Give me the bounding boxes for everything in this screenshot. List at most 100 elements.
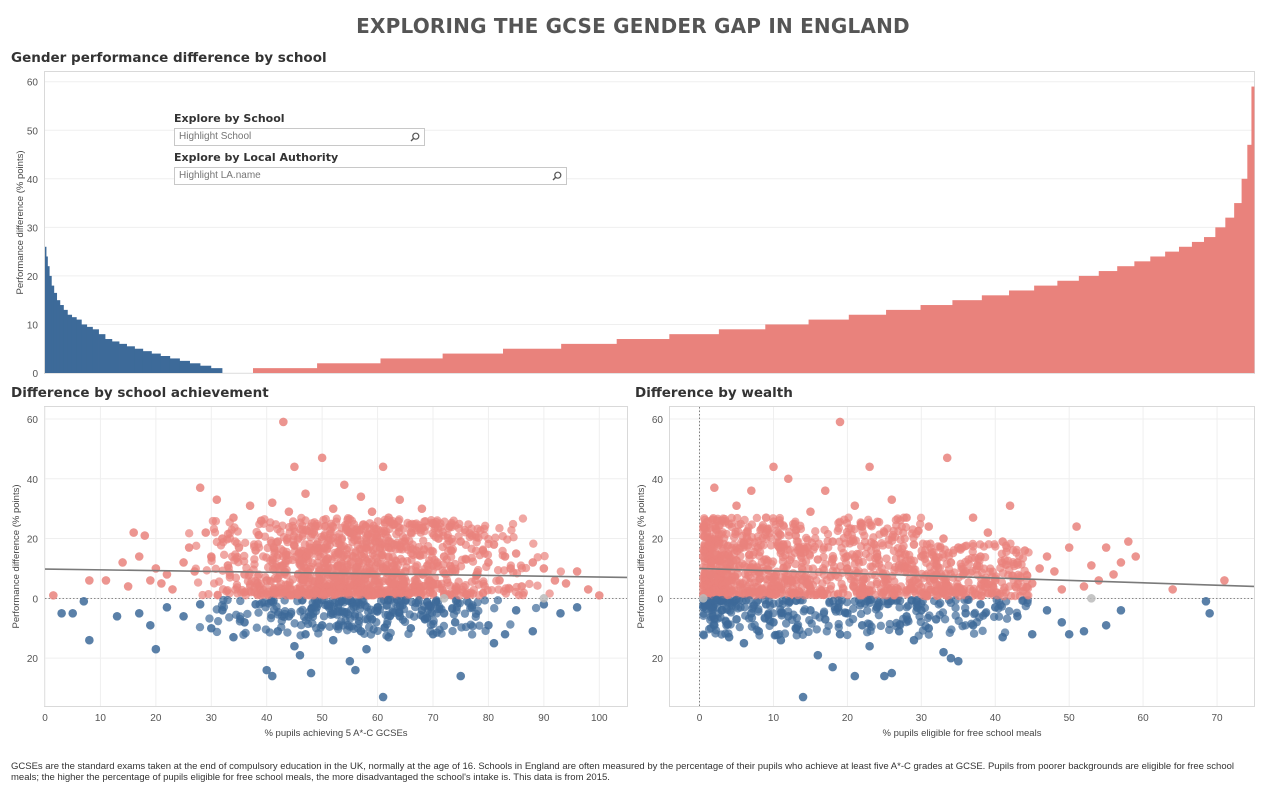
point-boys [475,621,484,630]
point-boys [254,608,263,617]
point-boys [195,622,205,632]
data-point [1042,606,1052,615]
point-boys [493,596,503,605]
data-point [776,546,786,555]
data-point [706,570,715,579]
point-girls [793,590,803,600]
bar-girls [503,348,562,373]
x-tick-label: 90 [538,713,550,724]
point-girls [436,519,445,528]
data-point [776,635,786,645]
data-point [273,626,283,636]
data-point [754,626,764,636]
data-point [1072,522,1081,531]
point-boys [850,597,859,606]
point-girls [801,533,811,543]
x-tick-label: 70 [427,713,439,724]
data-point [218,606,227,615]
point-girls [901,557,910,566]
point-boys [223,595,232,605]
data-point [1013,558,1022,567]
data-point [1116,606,1126,615]
point-girls [394,570,403,580]
data-point [791,623,800,633]
point-girls [362,563,371,573]
data-point [983,528,993,537]
data-point [739,638,749,648]
data-point [887,668,897,678]
data-point [301,629,310,639]
bar-girls [1251,86,1255,373]
data-point [295,650,305,660]
point-girls [293,590,302,599]
point-boys [774,598,784,608]
point-girls [525,579,534,589]
data-point [511,606,521,615]
point-girls [374,568,383,577]
la-search-input[interactable] [179,170,517,181]
y-tick-label: 0 [32,594,38,605]
data-point [880,671,889,681]
data-point [747,486,756,496]
data-point [140,531,150,540]
data-point [1064,543,1074,552]
data-point [234,543,244,552]
bar-boys [67,314,73,373]
point-girls [491,533,500,542]
point-girls [722,566,731,575]
bar-girls [808,319,850,373]
point-boys [883,600,892,609]
data-point [129,528,138,537]
school-search-box[interactable] [174,128,425,146]
point-girls [744,523,753,532]
data-point [798,692,808,702]
data-point [162,603,172,612]
x-tick-label: 70 [1211,713,1223,724]
point-girls [242,563,251,573]
data-point [976,552,985,561]
point-girls [806,584,815,593]
data-point [813,650,823,660]
point-girls [731,527,740,536]
point-girls [209,579,219,588]
point-girls [279,560,288,570]
data-point [284,507,294,516]
data-point [761,600,771,609]
point-boys [490,604,499,613]
data-point [550,576,560,585]
data-point [262,576,272,585]
point-girls [915,519,925,529]
bar-boys [210,368,223,373]
data-point [312,603,321,612]
data-point [301,489,310,499]
data-point [761,513,771,522]
bar-girls [380,358,444,373]
bar-boys [46,256,48,373]
point-boys [243,609,252,619]
point-girls [818,579,827,588]
point-girls [288,517,298,526]
point-boys [269,605,279,614]
data-point [887,495,897,504]
data-point [467,603,477,612]
point-boys [721,616,730,625]
point-boys [323,600,332,609]
school-search-input[interactable] [179,131,392,142]
bar-boys [56,300,61,373]
point-boys [805,616,814,625]
la-search-box[interactable] [174,167,567,185]
point-girls [202,566,211,575]
point-girls [919,591,928,601]
point-boys [264,599,273,608]
data-point [594,591,604,600]
point-girls [954,573,963,582]
data-point [85,635,94,645]
data-point [872,603,882,612]
trend-line [44,568,628,579]
search-icon[interactable] [552,171,562,181]
point-girls [764,524,774,533]
search-icon[interactable] [410,132,420,142]
data-point [317,453,327,463]
point-girls [258,552,268,561]
data-point [373,603,382,612]
